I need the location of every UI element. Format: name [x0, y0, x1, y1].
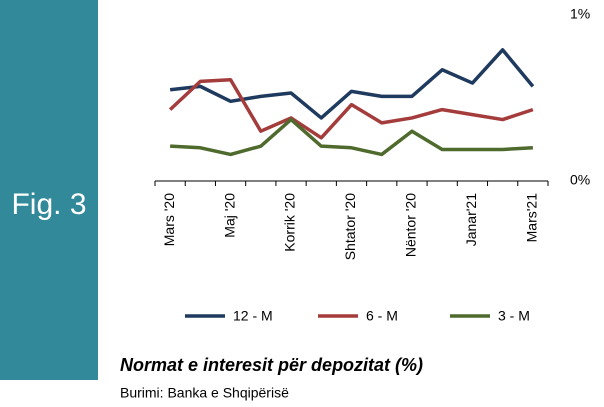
legend-label: 12 - M — [233, 308, 273, 324]
side-panel — [0, 0, 98, 380]
source: Burimi: Banka e Shqipërisë — [120, 385, 289, 401]
x-tick-label: Janar'21 — [463, 193, 479, 246]
x-tick-label: Maj '20 — [221, 193, 237, 238]
x-tick-label: Mars'21 — [524, 193, 540, 243]
x-tick-label: Shtator '20 — [342, 193, 358, 260]
x-tick-label: Mars '20 — [161, 193, 177, 246]
series-line — [168, 77, 534, 140]
legend-label: 6 - M — [366, 308, 398, 324]
chart-title: Normat e interesit për depozitat (%) — [120, 355, 423, 375]
legend-label: 3 - M — [498, 308, 530, 324]
y-tick-label: 0% — [570, 172, 590, 188]
series-line — [169, 48, 535, 120]
x-tick-label: Korrik '20 — [282, 193, 298, 252]
figure-label: Fig. 3 — [11, 188, 86, 221]
series-line — [170, 117, 533, 157]
x-tick-label: Nëntor '20 — [403, 193, 419, 257]
y-tick-label: 1% — [570, 6, 590, 22]
